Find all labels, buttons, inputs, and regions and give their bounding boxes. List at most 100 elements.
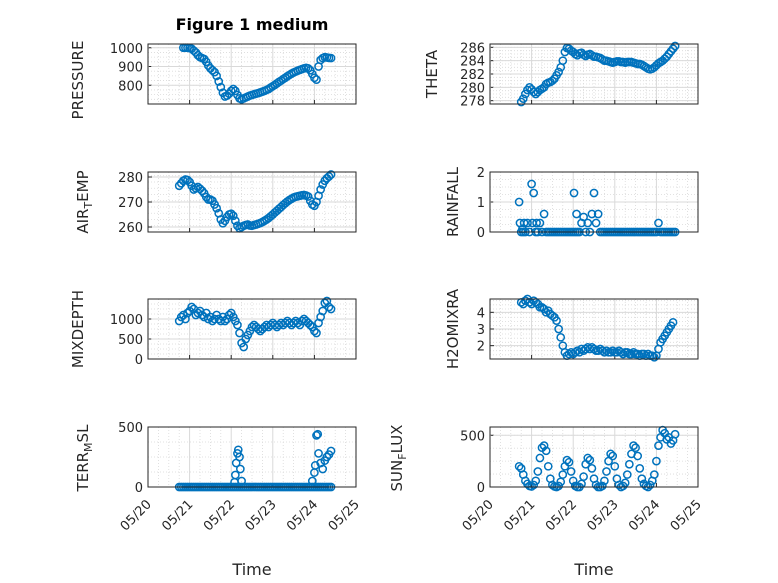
data-point: [316, 185, 325, 194]
data-point: [523, 218, 532, 228]
data-point: [631, 443, 640, 453]
y-tick-label: 270: [118, 196, 143, 211]
data-point: [532, 218, 541, 228]
data-point: [622, 347, 632, 357]
data-point: [616, 347, 626, 357]
data-point: [307, 476, 317, 486]
data-point: [527, 179, 536, 189]
y-tick-label: 282: [460, 68, 485, 83]
y-tick-label: 278: [460, 95, 485, 110]
y-tick-label: 280: [118, 171, 143, 186]
data-point: [654, 218, 663, 228]
data-point: [668, 317, 678, 327]
data-point: [600, 347, 609, 357]
y-tick-label: 800: [118, 79, 143, 94]
data-point: [293, 318, 303, 328]
data-point: [224, 310, 234, 320]
y-tick-label: 500: [460, 429, 485, 444]
data-point: [602, 346, 611, 356]
axes-frame: [489, 298, 699, 360]
axes-frame: [147, 43, 357, 105]
data-point: [535, 218, 545, 228]
data-point: [606, 449, 615, 459]
data-point: [633, 349, 643, 359]
data-point: [226, 209, 236, 219]
data-point: [226, 86, 236, 96]
data-point: [608, 451, 618, 461]
data-point: [618, 349, 628, 359]
data-point: [310, 73, 319, 83]
data-point: [326, 53, 336, 63]
subplot-mixdepth: 0 500 1000 MIXDEPTH: [69, 290, 357, 368]
data-point: [197, 186, 207, 196]
data-point: [176, 312, 186, 322]
data-point: [228, 84, 238, 94]
ylabel-rainfall: RAINFALL: [444, 166, 462, 237]
data-point: [312, 328, 321, 338]
y-tick-label: 280: [460, 81, 485, 96]
data-point: [228, 211, 238, 221]
y-tick-label: 284: [460, 55, 485, 70]
data-point: [585, 455, 595, 465]
ylabel-terr-msl: TERRMSL: [74, 424, 95, 493]
data-point: [548, 311, 557, 321]
data-point: [569, 188, 579, 198]
data-point: [212, 71, 221, 81]
data-point: [514, 461, 524, 471]
data-point: [670, 41, 680, 51]
data-point: [593, 209, 603, 219]
data-point: [324, 302, 334, 312]
y-tick-label: 2: [477, 340, 485, 355]
data-point: [539, 209, 549, 219]
y-tick-label: 4: [477, 306, 485, 321]
data-point: [183, 308, 192, 318]
data-point: [591, 218, 601, 228]
data-point: [637, 474, 647, 484]
data-point: [193, 308, 203, 318]
data-point: [326, 304, 336, 314]
y-tick-label: 1: [477, 196, 485, 211]
data-point: [602, 467, 611, 476]
ylabel-sun-flux: SUNFLUX: [388, 425, 409, 492]
data-point: [310, 326, 319, 336]
axes-frame: [147, 426, 357, 488]
data-point: [566, 467, 576, 476]
subplot-h2omixra: 2 3 4 H2OMIXRA: [444, 288, 699, 369]
data-point: [303, 192, 313, 201]
data-point: [572, 209, 581, 219]
data-point: [610, 461, 620, 471]
data-point: [562, 455, 572, 465]
subplot-pressure: 800 900 1000 PRESSURE: [69, 41, 357, 119]
y-tick-label: 0: [135, 353, 143, 368]
data-point: [554, 481, 563, 491]
data-point: [312, 431, 321, 440]
data-point: [620, 478, 630, 488]
data-point: [589, 188, 599, 198]
y-tick-label: 286: [460, 41, 485, 56]
y-tick-label: 3: [477, 323, 485, 338]
data-point: [554, 324, 563, 334]
data-point: [635, 464, 645, 473]
data-point: [587, 209, 597, 219]
data-point: [564, 457, 574, 467]
data-point: [645, 480, 655, 490]
data-point: [606, 347, 615, 357]
data-point: [552, 316, 561, 326]
xlabel-right: Time: [573, 560, 613, 579]
data-point: [548, 76, 557, 86]
ylabel-h2omixra: H2OMIXRA: [444, 288, 462, 369]
data-point: [625, 459, 634, 469]
y-tick-label: 1000: [110, 313, 143, 328]
data-point: [220, 316, 230, 326]
data-point: [235, 328, 244, 338]
data-point: [187, 302, 197, 312]
data-point: [591, 480, 601, 490]
data-point: [231, 216, 240, 226]
axes-frame: [147, 171, 357, 233]
data-point: [310, 461, 320, 470]
data-point: [519, 218, 529, 228]
y-tick-label: 1000: [110, 42, 143, 57]
subplot-rainfall: 0 1 2 RAINFALL: [444, 166, 699, 241]
data-point: [527, 482, 536, 491]
